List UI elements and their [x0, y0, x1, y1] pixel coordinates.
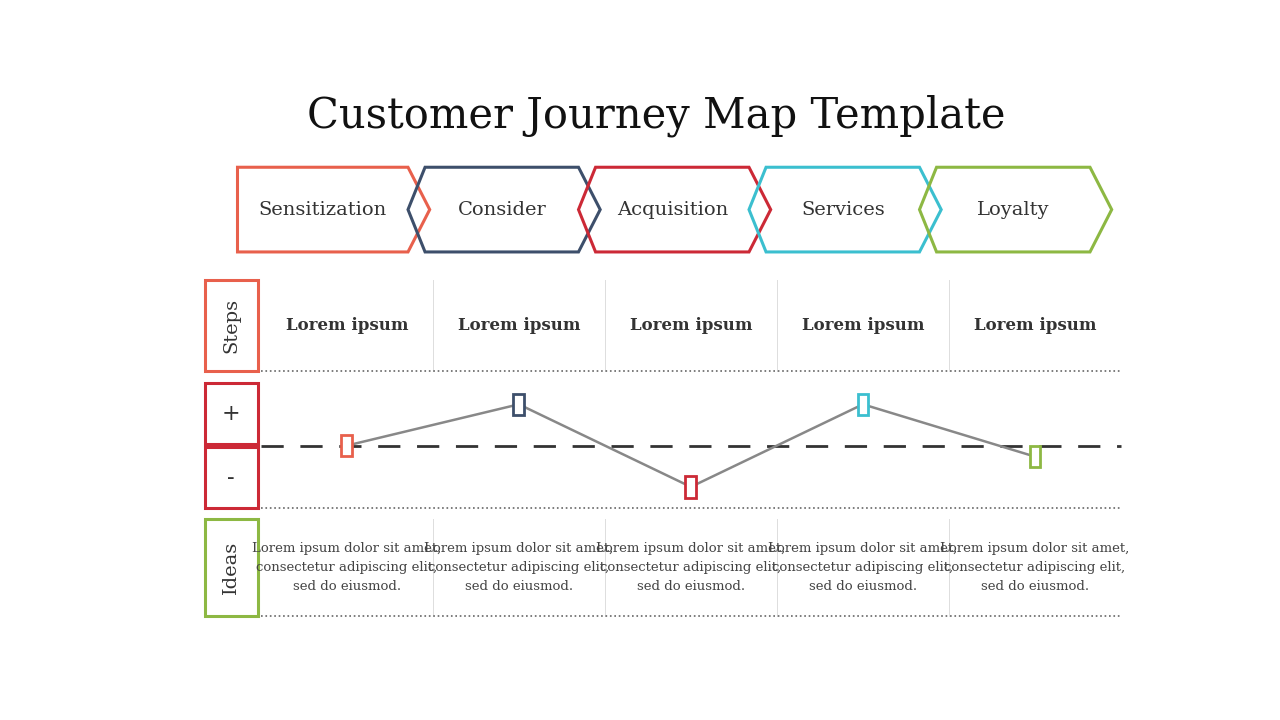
Text: Loyalty: Loyalty [977, 201, 1050, 219]
Bar [205, 280, 257, 372]
Bar [686, 476, 696, 498]
Bar [858, 394, 868, 415]
Text: Services: Services [801, 201, 884, 219]
Text: Lorem ipsum dolor sit amet,
consectetur adipiscing elit,
sed do eiusmod.: Lorem ipsum dolor sit amet, consectetur … [941, 542, 1129, 593]
Text: -: - [228, 467, 236, 489]
Bar [205, 383, 257, 444]
Bar [205, 519, 257, 616]
Bar [1029, 446, 1041, 467]
Text: Consider: Consider [457, 201, 547, 219]
Text: Lorem ipsum: Lorem ipsum [285, 318, 408, 334]
Text: Sensitization: Sensitization [259, 201, 387, 219]
Text: Lorem ipsum: Lorem ipsum [630, 318, 753, 334]
Text: +: + [221, 402, 241, 425]
Bar [342, 435, 352, 456]
Text: Lorem ipsum: Lorem ipsum [801, 318, 924, 334]
Text: Lorem ipsum dolor sit amet,
consectetur adipiscing elit,
sed do eiusmod.: Lorem ipsum dolor sit amet, consectetur … [768, 542, 957, 593]
Text: Lorem ipsum dolor sit amet,
consectetur adipiscing elit,
sed do eiusmod.: Lorem ipsum dolor sit amet, consectetur … [424, 542, 613, 593]
Text: Lorem ipsum: Lorem ipsum [457, 318, 580, 334]
Text: Acquisition: Acquisition [617, 201, 728, 219]
Text: Lorem ipsum: Lorem ipsum [974, 318, 1096, 334]
Text: Lorem ipsum dolor sit amet,
consectetur adipiscing elit,
sed do eiusmod.: Lorem ipsum dolor sit amet, consectetur … [252, 542, 442, 593]
Text: Steps: Steps [223, 298, 241, 354]
Text: Ideas: Ideas [223, 541, 241, 594]
Text: Lorem ipsum dolor sit amet,
consectetur adipiscing elit,
sed do eiusmod.: Lorem ipsum dolor sit amet, consectetur … [596, 542, 786, 593]
Bar [205, 446, 257, 508]
Bar [513, 394, 525, 415]
Text: Customer Journey Map Template: Customer Journey Map Template [307, 94, 1005, 137]
